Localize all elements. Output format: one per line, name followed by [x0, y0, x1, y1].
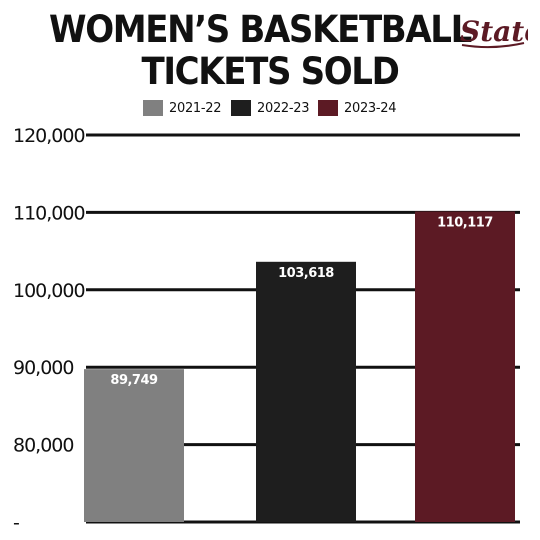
state-logo-icon: State: [460, 15, 528, 49]
bar-2021-22: [84, 369, 184, 522]
logo-text: State: [460, 15, 528, 48]
y-tick-label: 110,000: [13, 202, 85, 224]
legend-item-2023-24: 2023-24: [318, 98, 397, 118]
bar-2022-23: [256, 261, 356, 522]
legend-swatch-2022-23: [231, 100, 251, 116]
legend-swatch-2023-24: [318, 100, 338, 116]
legend-swatch-2021-22: [143, 100, 163, 116]
y-tick-label: -: [13, 512, 19, 534]
y-tick-label: 100,000: [13, 280, 85, 302]
chart-legend: 2021-22 2022-23 2023-24: [0, 98, 540, 118]
bar-2023-24: [415, 211, 515, 522]
legend-label-2022-23: 2022-23: [257, 100, 310, 116]
legend-label-2023-24: 2023-24: [344, 100, 397, 116]
chart-title-line2: TICKETS SOLD: [141, 50, 400, 93]
bar-value-label: 89,749: [110, 373, 158, 388]
legend-item-2022-23: 2022-23: [231, 98, 310, 118]
y-tick-label: 120,000: [13, 125, 85, 147]
legend-label-2021-22: 2021-22: [169, 100, 222, 116]
bar-value-label: 103,618: [278, 266, 334, 281]
y-tick-label: 90,000: [13, 357, 73, 379]
chart-title-line1: WOMEN’S BASKETBALL: [49, 8, 472, 51]
bar-value-label: 110,117: [437, 215, 493, 230]
legend-item-2021-22: 2021-22: [143, 98, 222, 118]
y-tick-label: 80,000: [13, 435, 73, 457]
